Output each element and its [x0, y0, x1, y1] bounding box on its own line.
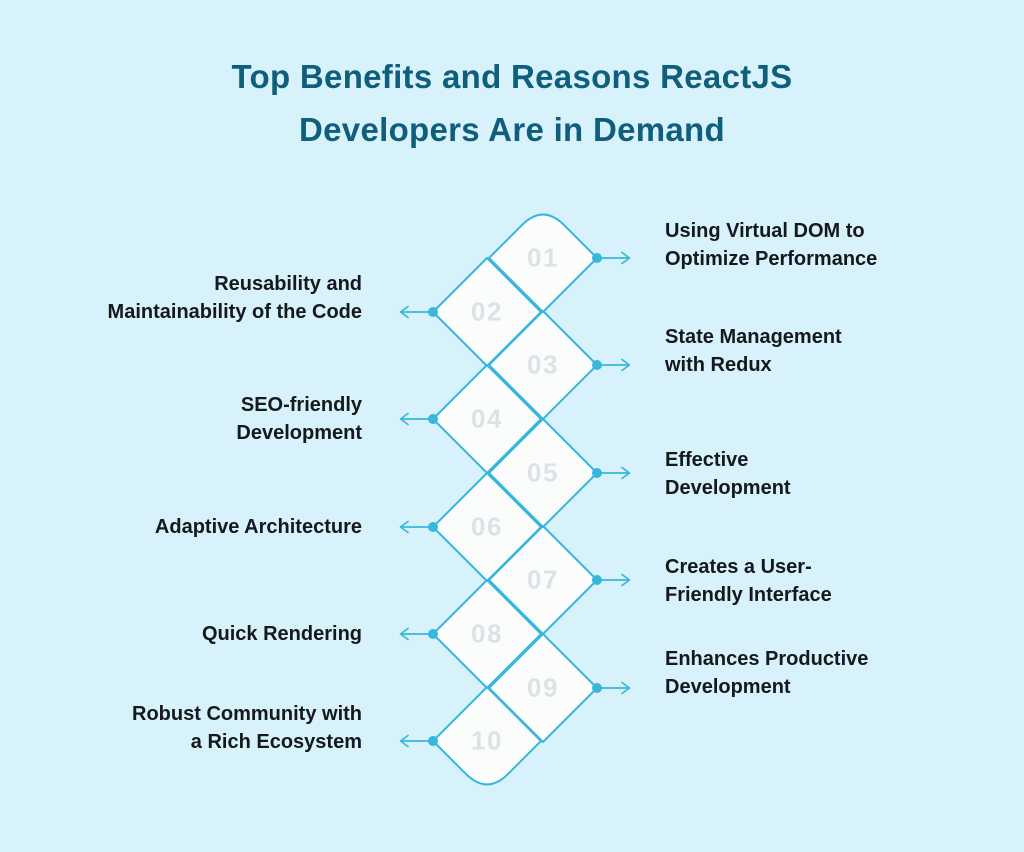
- diamond-number-09: 09: [527, 672, 559, 703]
- diamond-number-07: 07: [527, 564, 559, 595]
- connector-arrow-left-02: [399, 305, 438, 319]
- benefit-label-03: State Management with Redux: [665, 326, 842, 376]
- benefit-label-04: SEO-friendly Development: [236, 394, 362, 444]
- arrowhead-left-icon: [399, 305, 409, 319]
- connector-arrow-right-07: [592, 573, 631, 587]
- arrowhead-right-icon: [621, 573, 631, 587]
- arrowhead-left-icon: [399, 412, 409, 426]
- connector-arrow-right-03: [592, 358, 631, 372]
- arrowhead-right-icon: [621, 358, 631, 372]
- diamond-number-05: 05: [527, 457, 559, 488]
- arrowhead-right-icon: [621, 466, 631, 480]
- benefit-label-05: Effective Development: [665, 449, 791, 499]
- benefit-label-02: Reusability and Maintainability of the C…: [107, 273, 362, 323]
- diamond-number-02: 02: [471, 296, 503, 327]
- diamond-number-08: 08: [471, 618, 503, 649]
- benefit-label-09: Enhances Productive Development: [665, 648, 869, 698]
- connector-arrow-right-09: [592, 681, 631, 695]
- arrowhead-left-icon: [399, 520, 409, 534]
- connector-arrow-left-08: [399, 627, 438, 641]
- benefit-label-01: Using Virtual DOM to Optimize Performanc…: [665, 220, 878, 270]
- diamond-number-03: 03: [527, 349, 559, 380]
- diamond-number-04: 04: [471, 403, 503, 434]
- benefit-label-08: Quick Rendering: [201, 623, 362, 645]
- benefit-label-07: Creates a User- Friendly Interface: [665, 556, 832, 606]
- arrowhead-left-icon: [399, 734, 409, 748]
- arrowhead-left-icon: [399, 627, 409, 641]
- connector-arrow-right-01: [592, 251, 631, 265]
- arrowhead-right-icon: [621, 681, 631, 695]
- page-title: Top Benefits and Reasons ReactJS Develop…: [231, 58, 793, 148]
- connector-arrow-right-05: [592, 466, 631, 480]
- diamond-number-01: 01: [527, 242, 559, 273]
- connector-arrow-left-10: [399, 734, 438, 748]
- diamond-number-10: 10: [471, 725, 503, 756]
- benefit-label-10: Robust Community with a Rich Ecosystem: [132, 703, 362, 753]
- diamond-number-06: 06: [471, 511, 503, 542]
- benefit-label-06: Adaptive Architecture: [154, 516, 362, 538]
- connector-arrow-left-04: [399, 412, 438, 426]
- connector-arrow-left-06: [399, 520, 438, 534]
- arrowhead-right-icon: [621, 251, 631, 265]
